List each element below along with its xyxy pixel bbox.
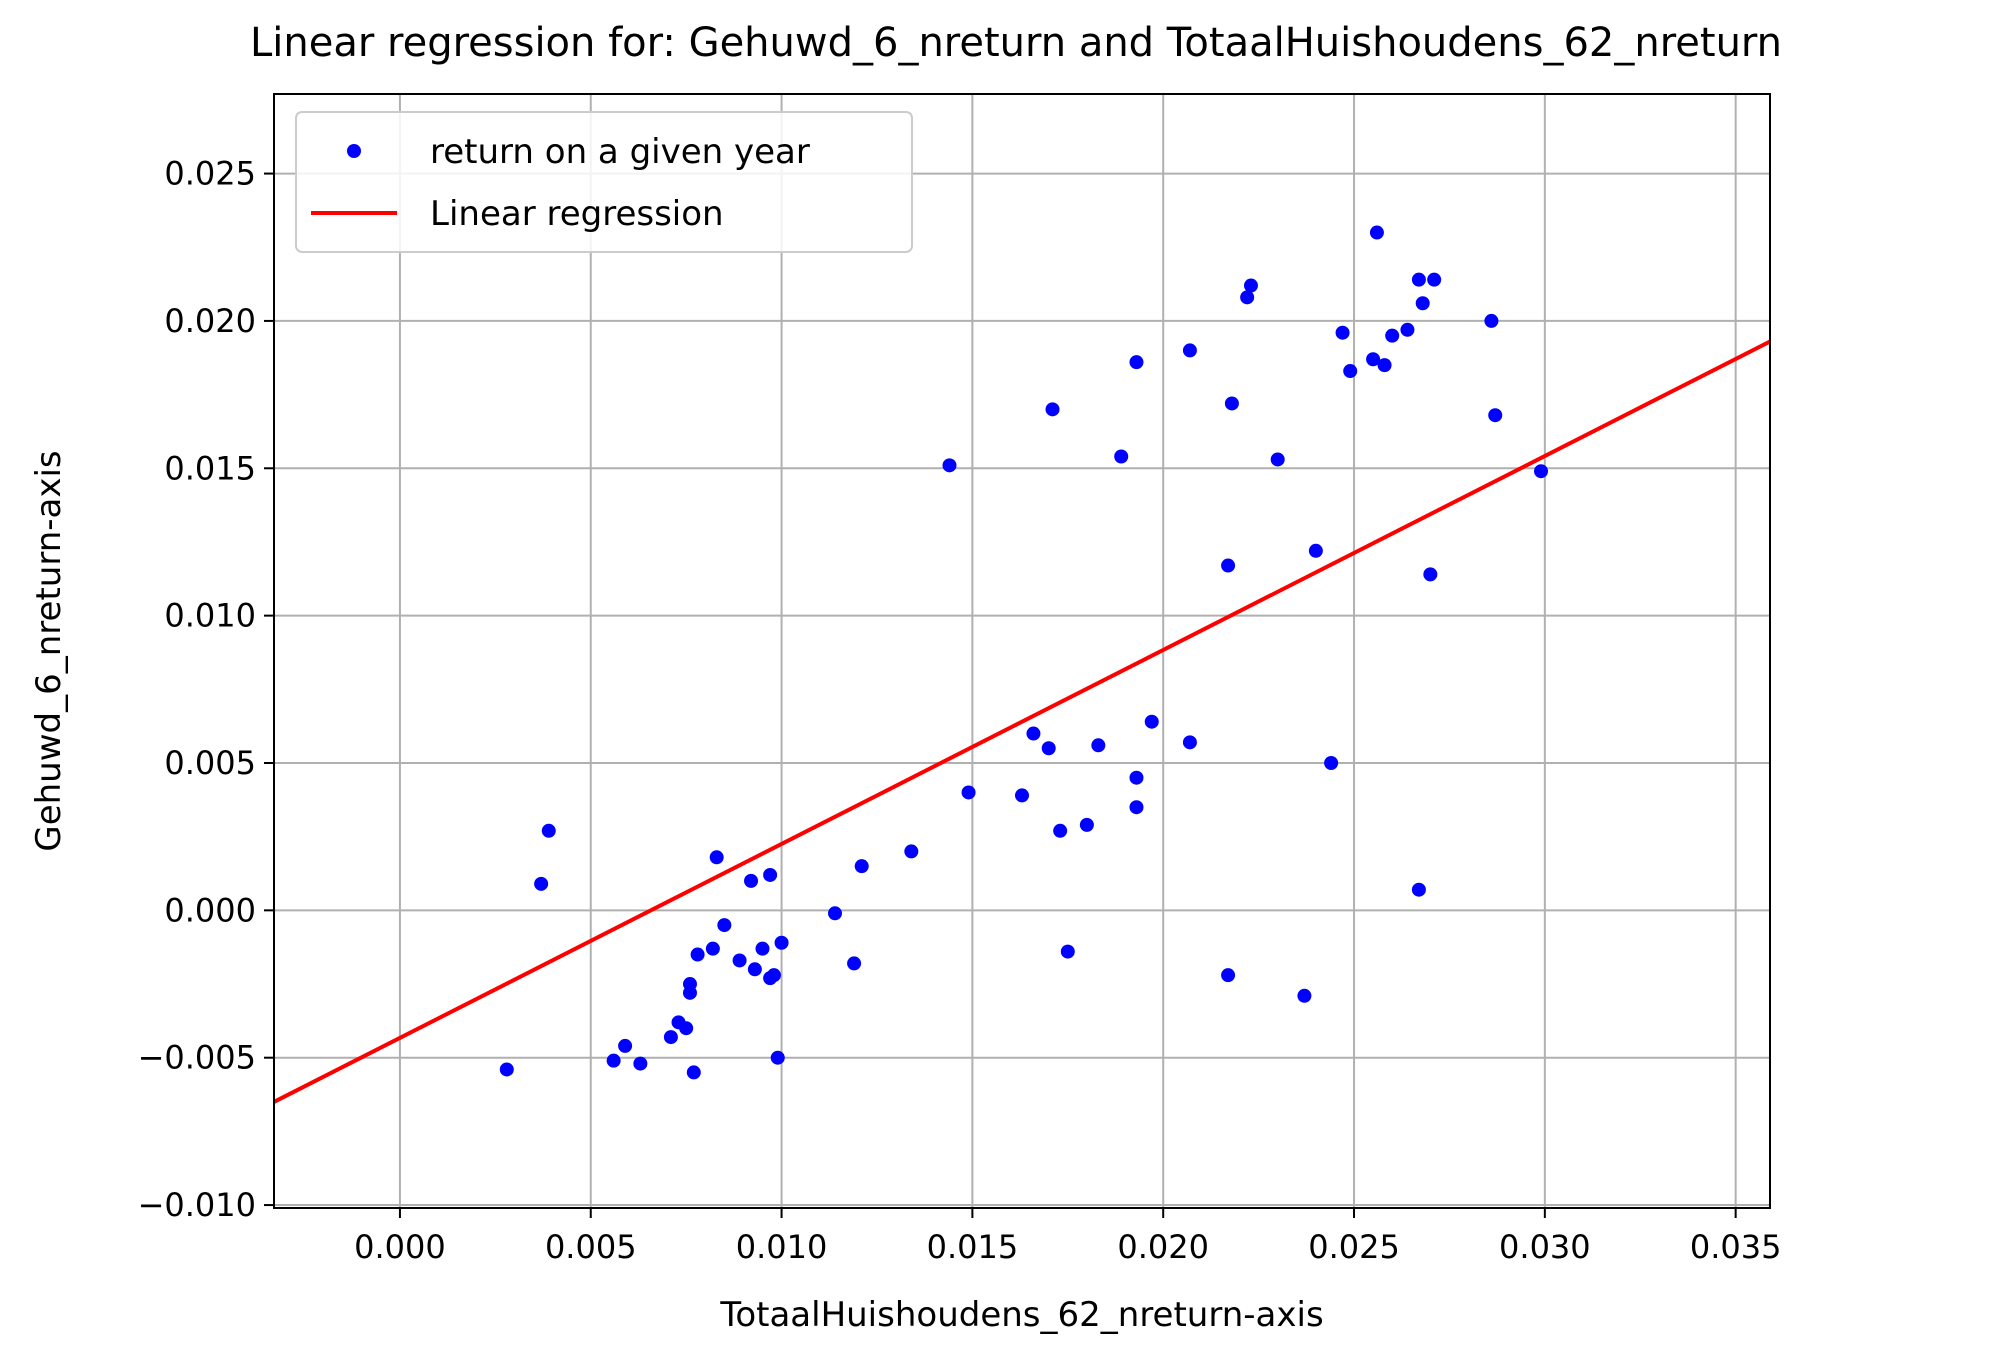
scatter-point [1114, 449, 1129, 464]
y-tick-label: 0.010 [164, 597, 256, 635]
legend-scatter-label: return on a given year [430, 132, 810, 172]
scatter-point [1221, 968, 1236, 983]
x-tick-label: 0.015 [927, 1228, 1019, 1266]
regression-line [274, 339, 1770, 1104]
axis-ticks: 0.000 0.005 0.010 0.015 0.020 0.025 0.030 0.035… [138, 155, 1782, 1266]
scatter-point [1377, 358, 1392, 373]
scatter-point [747, 962, 762, 977]
scatter-point [1221, 558, 1236, 573]
scatter-point [744, 873, 759, 888]
scatter-point [1385, 328, 1400, 343]
scatter-point [1335, 325, 1350, 340]
plot-frame [273, 93, 1771, 1209]
scatter-point [904, 844, 919, 859]
scatter-point [766, 968, 781, 983]
scatter-point [1297, 988, 1312, 1003]
scatter-point [1144, 714, 1159, 729]
scatter-point [1488, 408, 1503, 423]
scatter-point [732, 953, 747, 968]
x-tick-label: 0.010 [736, 1228, 828, 1266]
scatter-point [1026, 726, 1041, 741]
scatter-point [1182, 735, 1197, 750]
scatter-point [763, 867, 778, 882]
legend-scatter-marker [347, 144, 361, 158]
y-tick-label: 0.005 [164, 744, 256, 782]
scatter-point [679, 1021, 694, 1036]
scatter-point [1369, 225, 1384, 240]
scatter-point [1270, 452, 1285, 467]
scatter-point [705, 941, 720, 956]
x-tick-label: 0.025 [1308, 1228, 1400, 1266]
scatter-point [1243, 278, 1258, 293]
scatter-point [1484, 313, 1499, 328]
gridlines [274, 94, 1770, 1208]
scatter-point [499, 1062, 514, 1077]
x-tick-label: 0.035 [1690, 1228, 1782, 1266]
scatter-point [1182, 343, 1197, 358]
scatter-point [1427, 272, 1442, 287]
scatter-point [1240, 290, 1255, 305]
scatter-point [1129, 355, 1144, 370]
legend-line-label: Linear regression [430, 194, 724, 234]
scatter-point [606, 1053, 621, 1068]
y-tick-label: 0.000 [164, 891, 256, 929]
x-axis-label: TotaalHuishoudens_62_nreturn-axis [719, 1295, 1323, 1335]
scatter-point [633, 1056, 648, 1071]
x-tick-label: 0.000 [354, 1228, 446, 1266]
scatter-point [1366, 352, 1381, 367]
scatter-point [663, 1030, 678, 1045]
scatter-point [1079, 817, 1094, 832]
scatter-point [828, 906, 842, 921]
x-tick-label: 0.030 [1499, 1228, 1591, 1266]
legend: return on a given year Linear regression [295, 111, 913, 253]
x-tick-label: 0.005 [545, 1228, 637, 1266]
scatter-point [755, 941, 770, 956]
scatter-point [847, 956, 862, 971]
scatter-point [534, 876, 549, 891]
legend-box [295, 111, 913, 253]
scatter-point [682, 985, 697, 1000]
scatter-point [1411, 272, 1426, 287]
y-tick-label: −0.005 [138, 1039, 256, 1077]
y-tick-label: −0.010 [138, 1186, 256, 1224]
scatter-point [1400, 322, 1415, 337]
scatter-point [541, 823, 556, 838]
scatter-point [942, 458, 957, 473]
scatter-point [709, 850, 724, 865]
scatter-point [1015, 788, 1029, 803]
scatter-point [1129, 770, 1144, 785]
scatter-point [1324, 755, 1339, 770]
scatter-point [774, 935, 789, 950]
scatter-point [690, 947, 705, 962]
scatter-point [1415, 296, 1430, 311]
chart-title: Linear regression for: Gehuwd_6_nreturn … [250, 20, 1782, 66]
scatter-point [1308, 543, 1323, 558]
scatter-point [1534, 464, 1549, 479]
scatter-point [1053, 823, 1068, 838]
x-tick-label: 0.020 [1117, 1228, 1209, 1266]
scatter-point [961, 785, 976, 800]
scatter-point [854, 859, 869, 874]
scatter-point [1423, 567, 1438, 582]
scatter-point [770, 1050, 785, 1065]
scatter-point [686, 1065, 701, 1080]
scatter-point [1060, 944, 1075, 959]
y-tick-label: 0.020 [164, 302, 256, 340]
y-axis-label: Gehuwd_6_nreturn-axis [29, 450, 69, 851]
scatter-point [1091, 738, 1106, 753]
scatter-point [717, 918, 732, 933]
scatter-point [1041, 741, 1056, 756]
y-tick-label: 0.025 [164, 155, 256, 193]
scatter-point [1224, 396, 1239, 411]
scatter-point [1129, 800, 1144, 815]
scatter-point [1411, 882, 1426, 897]
scatter-point [618, 1038, 633, 1053]
scatter-point [1045, 402, 1060, 417]
plot-area [274, 225, 1770, 1104]
scatter-point [1343, 364, 1358, 379]
y-tick-label: 0.015 [164, 449, 256, 487]
